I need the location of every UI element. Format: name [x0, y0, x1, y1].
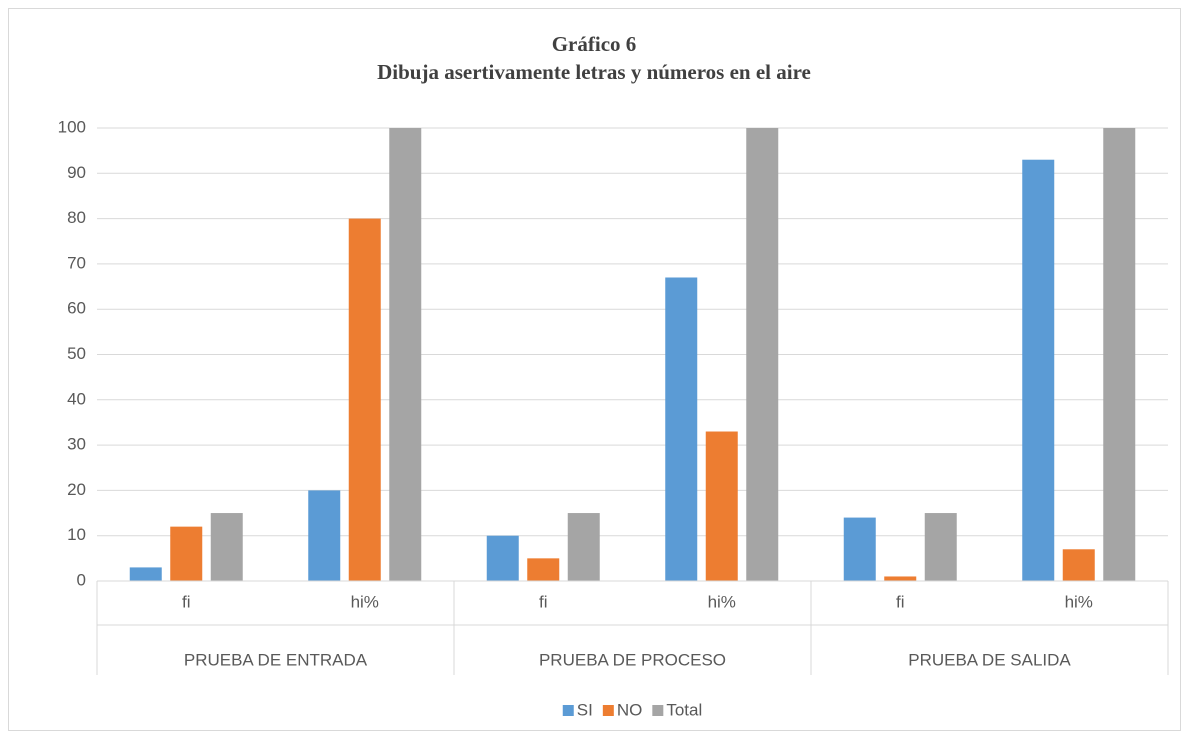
- y-tick-label: 10: [67, 525, 86, 544]
- bar: [389, 128, 422, 581]
- bar: [665, 277, 698, 581]
- bar: [924, 513, 957, 581]
- chart-title: Gráfico 6: [552, 32, 637, 56]
- legend-swatch: [562, 705, 574, 716]
- y-tick-label: 80: [67, 208, 86, 227]
- bar: [843, 517, 876, 581]
- chart-border: [8, 8, 1181, 731]
- bar: [486, 535, 519, 581]
- bar: [210, 513, 243, 581]
- bar: [1062, 549, 1095, 581]
- chart-subtitle: Dibuja asertivamente letras y números en…: [377, 60, 811, 84]
- bar: [567, 513, 600, 581]
- group-label: PRUEBA DE SALIDA: [908, 650, 1071, 669]
- bar: [884, 576, 917, 581]
- group-label: PRUEBA DE PROCESO: [539, 650, 726, 669]
- group-label: PRUEBA DE ENTRADA: [184, 650, 368, 669]
- bar: [527, 558, 560, 581]
- y-tick-label: 30: [67, 435, 86, 454]
- bar: [129, 567, 162, 581]
- y-tick-label: 60: [67, 299, 86, 318]
- legend-label: Total: [666, 700, 702, 719]
- legend-swatch: [652, 705, 664, 716]
- bar: [746, 128, 779, 581]
- bar: [1103, 128, 1136, 581]
- y-tick-label: 0: [77, 570, 86, 589]
- bar: [170, 526, 203, 581]
- legend-swatch: [602, 705, 614, 716]
- x-tick-label: hi%: [1065, 592, 1093, 611]
- y-tick-label: 40: [67, 389, 86, 408]
- bar: [308, 490, 341, 581]
- y-tick-label: 50: [67, 344, 86, 363]
- x-tick-label: fi: [896, 592, 905, 611]
- y-tick-label: 90: [67, 163, 86, 182]
- y-tick-label: 100: [58, 117, 86, 136]
- y-tick-label: 70: [67, 253, 86, 272]
- bar: [1022, 159, 1055, 581]
- y-tick-label: 20: [67, 480, 86, 499]
- x-tick-label: hi%: [708, 592, 736, 611]
- x-tick-label: fi: [182, 592, 191, 611]
- bar: [705, 431, 738, 581]
- x-tick-label: hi%: [351, 592, 379, 611]
- legend-label: NO: [617, 700, 643, 719]
- bar: [348, 218, 381, 581]
- legend-label: SI: [577, 700, 593, 719]
- x-tick-label: fi: [539, 592, 548, 611]
